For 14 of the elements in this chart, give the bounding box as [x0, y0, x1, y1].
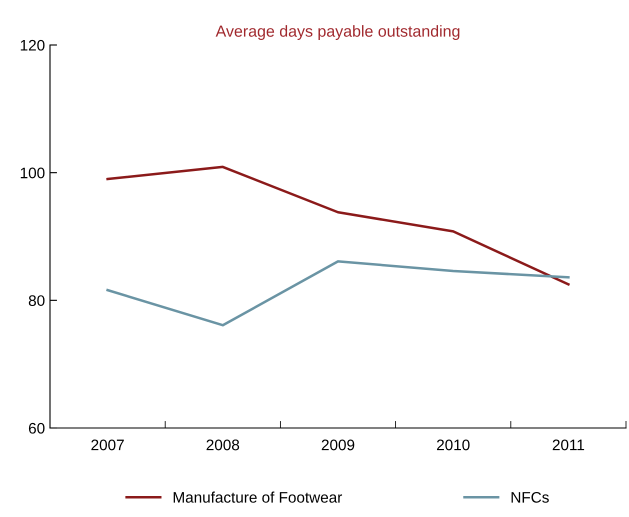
y-tick-label: 100 — [20, 168, 45, 178]
x-tick-label: 2010 — [436, 440, 470, 450]
x-tick-label: 2007 — [91, 440, 124, 450]
x-tick-label: 2008 — [206, 440, 240, 450]
y-tick-label: 80 — [28, 295, 45, 306]
x-tick-label: 2011 — [552, 440, 584, 450]
legend-label: NFCs — [512, 492, 549, 503]
x-tick-label: 2009 — [322, 440, 354, 450]
legend-label: Manufacture of Footwear — [174, 492, 342, 503]
line-series — [106, 260, 570, 326]
chart-title: Average days payable outstanding — [216, 25, 460, 40]
y-tick-label: 60 — [28, 422, 45, 434]
y-tick-label: 120 — [20, 40, 45, 51]
line-series — [106, 166, 570, 286]
